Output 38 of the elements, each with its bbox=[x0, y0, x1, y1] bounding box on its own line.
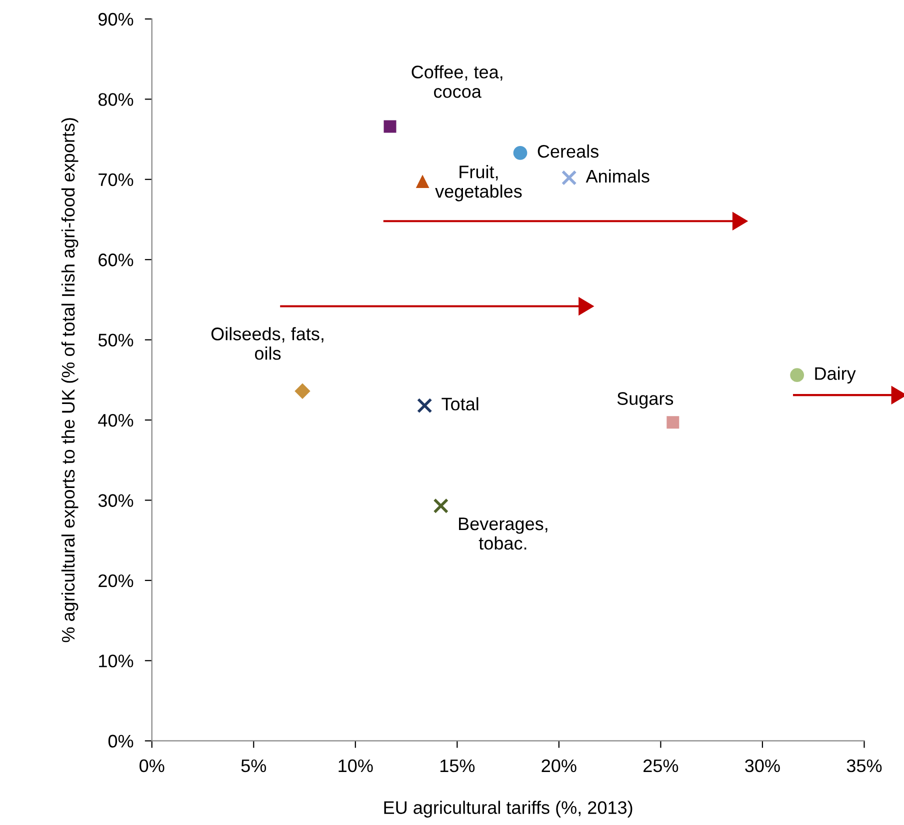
x-tick-label: 15% bbox=[440, 759, 475, 772]
y-tick-label: 20% bbox=[98, 574, 134, 588]
y-tick-label: 0% bbox=[108, 734, 134, 748]
series-label: Beverages, tobac. bbox=[459, 518, 548, 550]
point bbox=[790, 368, 804, 382]
y-tick-label: 80% bbox=[98, 93, 134, 106]
series-label: Fruit, vegetables bbox=[435, 165, 522, 202]
y-tick-label: 50% bbox=[98, 334, 134, 347]
y-tick-label: 70% bbox=[98, 173, 134, 186]
point bbox=[384, 120, 396, 133]
point bbox=[416, 176, 429, 188]
point bbox=[513, 146, 528, 160]
point bbox=[294, 384, 310, 399]
point bbox=[433, 498, 449, 514]
x-tick-label: 30% bbox=[745, 759, 780, 772]
series-label: Dairy bbox=[815, 366, 856, 384]
x-tick-label: 0% bbox=[140, 759, 164, 772]
x-tick-label: 20% bbox=[542, 759, 576, 772]
y-tick-label: 30% bbox=[98, 494, 134, 507]
x-tick-label: 35% bbox=[846, 759, 882, 772]
series-label: Coffee, tea, cocoa bbox=[412, 65, 502, 98]
x-axis-title: EU agricultural tariffs (%, 2013) bbox=[384, 800, 632, 818]
point bbox=[416, 398, 432, 414]
y-axis-title: % agricultural exports to the UK (% of total Irish agri-food exports) bbox=[61, 118, 78, 642]
x-tick-label: 10% bbox=[338, 759, 373, 772]
series-label: Oilseeds, fats, oils bbox=[211, 327, 324, 360]
point bbox=[561, 170, 577, 186]
y-tick-label: 40% bbox=[98, 414, 134, 427]
x-tick-label: 5% bbox=[241, 759, 266, 772]
y-tick-label: 10% bbox=[99, 654, 134, 668]
x-tick-label: 25% bbox=[644, 759, 678, 772]
y-tick-label: 90% bbox=[98, 12, 134, 26]
y-tick-label: 60% bbox=[98, 254, 134, 266]
series-label: Sugars bbox=[617, 392, 674, 409]
point bbox=[666, 416, 680, 429]
series-label: Total bbox=[442, 397, 478, 410]
series-label: Cereals bbox=[538, 144, 598, 158]
series-label: Animals bbox=[586, 169, 650, 183]
